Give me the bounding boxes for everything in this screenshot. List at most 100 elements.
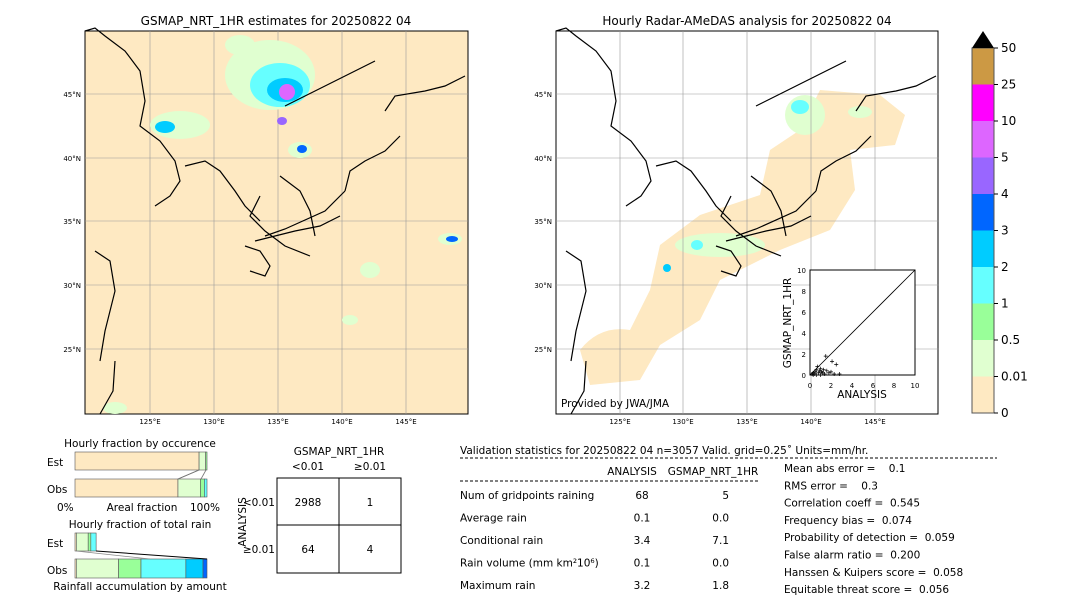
reference-line bbox=[809, 269, 916, 376]
col-label-lt: <0.01 bbox=[292, 461, 324, 473]
stat-analysis-value: 0.1 bbox=[634, 558, 651, 570]
coastline-segment bbox=[94, 250, 116, 362]
tick-100pct: 100% bbox=[190, 502, 220, 514]
lat-tick-label: 35°N bbox=[534, 218, 552, 226]
bar-segment bbox=[90, 532, 97, 552]
stat-analysis-value: 0.1 bbox=[634, 513, 651, 525]
colorbar-tick-label: 4 bbox=[1001, 187, 1009, 201]
coastline-segment bbox=[254, 215, 341, 242]
bar-segment bbox=[87, 532, 92, 552]
data-point bbox=[815, 364, 820, 369]
lon-tick-label: 140°E bbox=[800, 418, 821, 426]
lat-tick-label: 35°N bbox=[63, 218, 81, 226]
stat-label: Maximum rain bbox=[460, 580, 535, 592]
stat-analysis-value: 3.2 bbox=[634, 580, 651, 592]
bar-segment bbox=[76, 558, 119, 579]
coastline-segment bbox=[755, 60, 847, 107]
bar-segment bbox=[200, 478, 205, 498]
rain-fraction-title: Hourly fraction of total rain bbox=[69, 519, 212, 531]
lat-tick-label: 45°N bbox=[534, 91, 552, 99]
stat-label: Num of gridpoints raining bbox=[460, 490, 594, 502]
data-point bbox=[818, 373, 823, 377]
row-label-lt: <0.01 bbox=[243, 497, 275, 509]
lat-tick-label: 40°N bbox=[63, 155, 81, 163]
coastline-segment bbox=[344, 135, 401, 192]
y-tick-label: 0 bbox=[802, 372, 806, 380]
y-tick-label: 6 bbox=[802, 309, 807, 317]
coastline-segment bbox=[264, 190, 346, 237]
bar-segment bbox=[76, 532, 89, 552]
stat-analysis-value: 3.4 bbox=[634, 535, 651, 547]
cell-11: 4 bbox=[367, 544, 374, 556]
score-line: Hanssen & Kuipers score = 0.058 bbox=[784, 567, 963, 579]
cell-00: 2988 bbox=[295, 497, 322, 509]
data-point bbox=[837, 371, 842, 376]
data-point bbox=[814, 367, 819, 372]
stat-analysis-value: 68 bbox=[635, 490, 648, 502]
stat-label: Conditional rain bbox=[460, 535, 543, 547]
data-point bbox=[820, 370, 825, 375]
lat-tick-label: 40°N bbox=[534, 155, 552, 163]
coastline-segment bbox=[184, 160, 261, 222]
bar-segment bbox=[204, 478, 208, 498]
est-label: Est bbox=[47, 538, 63, 550]
data-point bbox=[829, 369, 833, 374]
stat-gsmap-value: 0.0 bbox=[712, 513, 729, 525]
scatter-xlabel: ANALYSIS bbox=[837, 389, 887, 401]
colorbar-segment bbox=[972, 340, 994, 377]
data-point bbox=[813, 369, 818, 374]
lat-tick-label: 45°N bbox=[63, 91, 81, 99]
data-point bbox=[823, 354, 828, 359]
rain-fraction-chart: Hourly fraction of total rain Est Obs Ra… bbox=[47, 519, 227, 593]
colorbar-tick-label: 2 bbox=[1001, 260, 1009, 274]
lon-tick-label: 145°E bbox=[395, 418, 416, 426]
lon-tick-label: 135°E bbox=[736, 418, 757, 426]
obs-label: Obs bbox=[47, 484, 67, 496]
coastline bbox=[84, 27, 466, 415]
colorbar-tick-label: 0 bbox=[1001, 406, 1009, 420]
data-point bbox=[824, 368, 829, 373]
coastline-segment bbox=[244, 245, 271, 277]
lat-tick-label: 30°N bbox=[534, 282, 552, 290]
col-analysis: ANALYSIS bbox=[607, 466, 657, 478]
left-map: GSMAP_NRT_1HR estimates for 20250822 04 … bbox=[63, 14, 469, 426]
colorbar-tick-label: 1 bbox=[1001, 297, 1009, 311]
colorbar-segment bbox=[972, 230, 994, 267]
lat-tick-label: 25°N bbox=[534, 346, 552, 354]
data-point bbox=[811, 373, 816, 377]
stat-gsmap-value: 0.0 bbox=[712, 558, 729, 570]
coastline-segment bbox=[720, 195, 782, 257]
score-line: False alarm ratio = 0.200 bbox=[784, 550, 920, 562]
lon-tick-label: 145°E bbox=[864, 418, 885, 426]
contingency-table: GSMAP_NRT_1HR <0.01 ≥0.01 2988 1 64 4 <0… bbox=[237, 446, 402, 574]
coastline-segment bbox=[750, 175, 787, 237]
bar-segment bbox=[205, 451, 208, 471]
colorbar-segment bbox=[972, 121, 994, 158]
score-line: Mean abs error = 0.1 bbox=[784, 463, 905, 475]
score-line: Probability of detection = 0.059 bbox=[784, 532, 955, 544]
colorbar-tick-label: 10 bbox=[1001, 114, 1016, 128]
colorbar-segment bbox=[972, 267, 994, 304]
coastline-segment bbox=[815, 135, 872, 192]
y-tick-label: 4 bbox=[802, 330, 807, 338]
bar-segment bbox=[202, 558, 208, 579]
stats-header: Validation statistics for 20250822 04 n=… bbox=[460, 445, 868, 457]
coastline-segment bbox=[84, 27, 181, 207]
left-map-title: GSMAP_NRT_1HR estimates for 20250822 04 bbox=[141, 14, 412, 28]
coastline-segment bbox=[725, 215, 812, 242]
occurrence-title: Hourly fraction by occurence bbox=[64, 438, 216, 450]
lat-tick-label: 30°N bbox=[63, 282, 81, 290]
scatter-inset: 00 2 2 4 4 6 6 8 8 10 10 ANALYSIS GSMAP_NRT_1HR bbox=[782, 267, 919, 401]
cell-01: 1 bbox=[367, 497, 374, 509]
lon-tick-label: 125°E bbox=[139, 418, 160, 426]
data-point bbox=[826, 370, 831, 375]
bar-segment bbox=[118, 558, 142, 579]
coastline-segment bbox=[99, 360, 116, 415]
coastline-segment bbox=[565, 250, 587, 362]
est-label: Est bbox=[47, 457, 63, 469]
colorbar-tick-label: 50 bbox=[1001, 41, 1016, 55]
coastline-segment bbox=[249, 195, 311, 257]
stat-label: Rain volume (mm km²10⁶) bbox=[460, 558, 599, 570]
coastline-segment bbox=[555, 27, 652, 207]
data-point bbox=[822, 371, 827, 376]
